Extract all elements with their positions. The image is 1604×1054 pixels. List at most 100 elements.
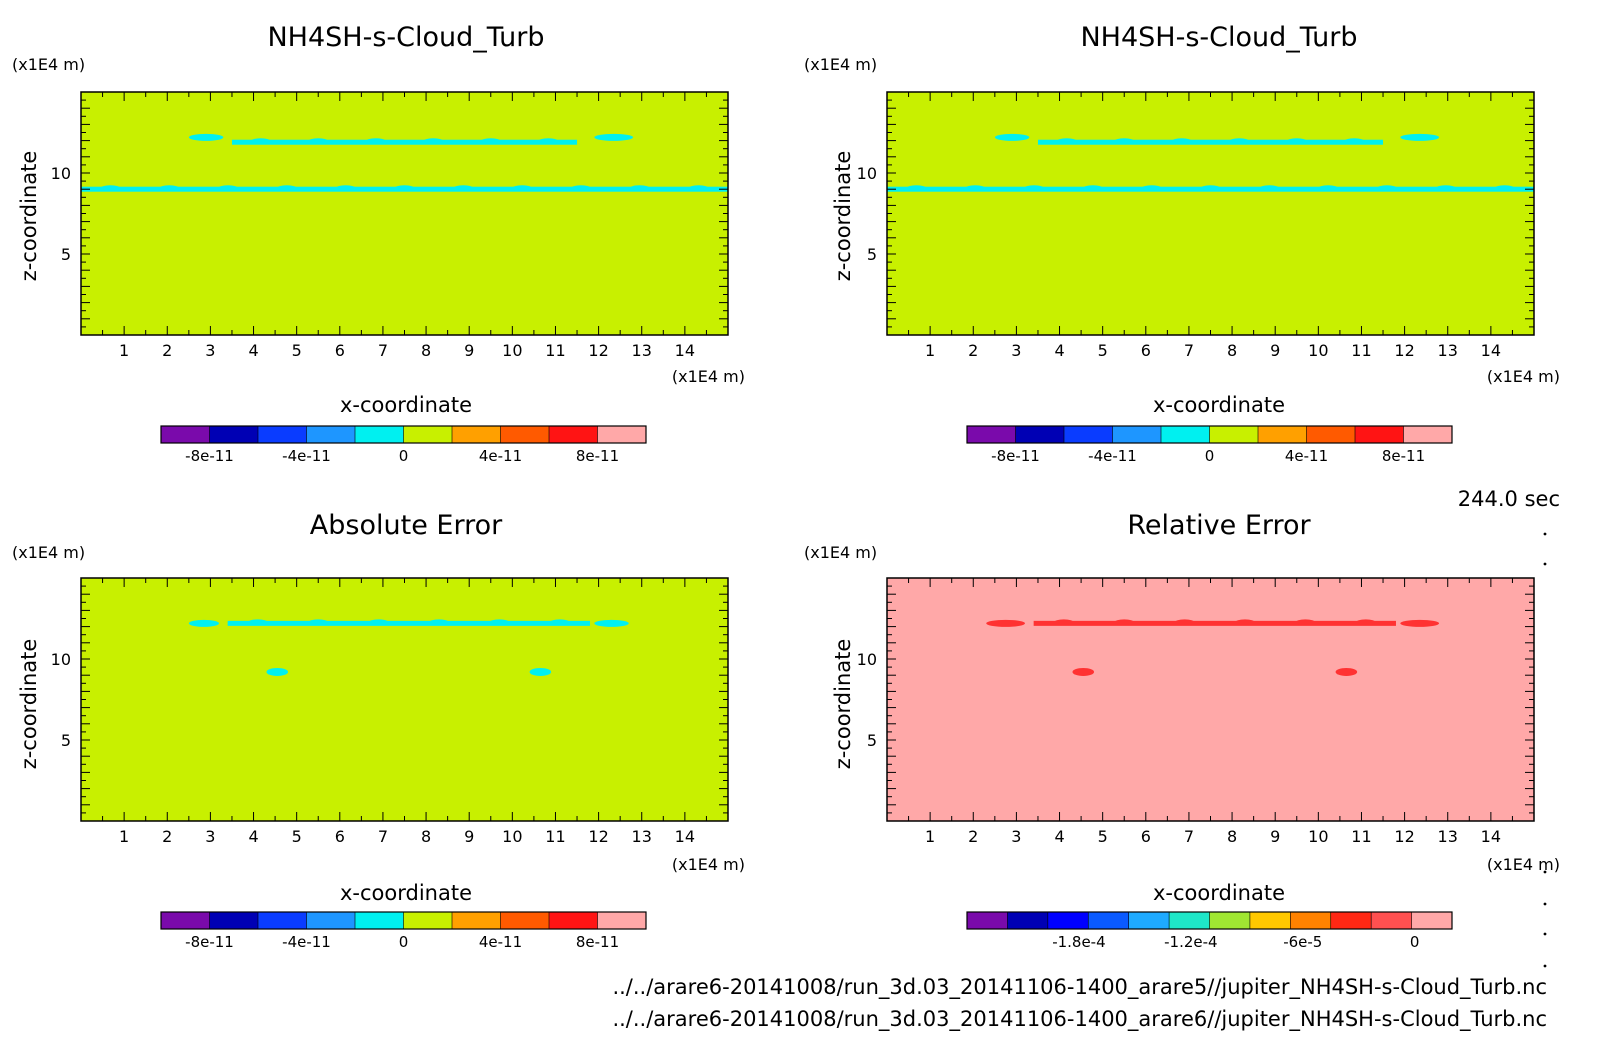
- x-tick-label: 5: [1098, 341, 1108, 360]
- contour-ripple: [423, 138, 444, 145]
- contour-ripple: [335, 185, 356, 192]
- x-tick-label: 11: [545, 827, 565, 846]
- contour-cap: [986, 619, 1026, 627]
- colorbar-tick-label: 8e-11: [576, 447, 619, 465]
- x-tick-label: 6: [1141, 827, 1151, 846]
- colorbar-cell: [1088, 912, 1130, 929]
- panel3-y-label: z-coordinate: [17, 639, 41, 770]
- x-tick-label: 14: [1481, 827, 1501, 846]
- field-background: [887, 92, 1534, 335]
- x-tick-label: 13: [632, 341, 652, 360]
- colorbar-cell: [1112, 426, 1162, 443]
- x-tick-label: 9: [464, 827, 474, 846]
- colorbar-cell: [355, 912, 404, 929]
- colorbar-tick-label: -4e-11: [282, 933, 331, 951]
- contour-ripple: [1171, 138, 1192, 145]
- panel1-x-unit: (x1E4 m): [672, 367, 745, 386]
- colorbar-tick-label: 8e-11: [1382, 447, 1425, 465]
- contour-ripple: [906, 185, 927, 192]
- colorbar-cell: [1306, 426, 1356, 443]
- colorbar-cell: [1371, 912, 1413, 929]
- colorbar-cell: [967, 426, 1016, 443]
- contour-ripple: [538, 138, 559, 145]
- colorbar-cell: [1209, 426, 1259, 443]
- contour-ripple: [1295, 619, 1316, 626]
- contour-band: [231, 139, 578, 145]
- contour-ripple: [247, 619, 268, 626]
- colorbar-cell: [1169, 912, 1210, 929]
- x-tick-label: 8: [1227, 341, 1237, 360]
- colorbar-cell: [500, 426, 550, 443]
- contour-ripple: [159, 185, 180, 192]
- x-tick-label: 3: [205, 827, 215, 846]
- contour-ripple: [394, 185, 415, 192]
- contour-ripple: [570, 185, 591, 192]
- x-tick-label: 12: [1394, 341, 1414, 360]
- x-tick-label: 4: [1054, 827, 1064, 846]
- x-tick-label: 10: [1308, 341, 1328, 360]
- panel4-x-label: x-coordinate: [1153, 881, 1285, 905]
- colorbar-cell: [1064, 426, 1113, 443]
- x-tick-label: 1: [925, 341, 935, 360]
- contour-ripple: [1235, 619, 1256, 626]
- x-tick-label: 3: [205, 341, 215, 360]
- panel4-y-unit: (x1E4 m): [804, 543, 877, 562]
- x-tick-label: 6: [335, 827, 345, 846]
- colorbar-cell: [355, 426, 404, 443]
- x-tick-label: 9: [464, 341, 474, 360]
- colorbar-cell: [1015, 426, 1065, 443]
- colorbar-cell: [403, 912, 453, 929]
- x-tick-label: 13: [1438, 827, 1458, 846]
- x-tick-label: 12: [588, 341, 608, 360]
- x-tick-label: 12: [1394, 827, 1414, 846]
- panel3-colorbar: -8e-11 -4e-11 0 4e-11 8e-11: [160, 911, 647, 951]
- panel4-colorbar: -1.8e-4 -1.2e-4 -6e-5 0: [966, 911, 1453, 951]
- contour-ripple: [480, 138, 501, 145]
- contour-ripple: [629, 185, 650, 192]
- colorbar-cell: [1007, 912, 1049, 929]
- panel1-y-label: z-coordinate: [17, 151, 41, 282]
- panel1-x-label: x-coordinate: [340, 393, 472, 417]
- contour-ripple: [1141, 185, 1162, 192]
- panel3-title: Absolute Error: [310, 510, 503, 541]
- colorbar-cell: [597, 912, 647, 929]
- colorbar-tick-label: -4e-11: [282, 447, 331, 465]
- y-tick-label: 10: [51, 650, 71, 669]
- x-tick-label: 6: [1141, 341, 1151, 360]
- contour-ripple: [1200, 185, 1221, 192]
- contour-blob: [1072, 667, 1095, 676]
- colorbar-cell: [306, 912, 356, 929]
- x-tick-label: 14: [1481, 341, 1501, 360]
- panel1-colorbar: -8e-11 -4e-11 0 4e-11 8e-11: [160, 425, 647, 465]
- contour-cap: [594, 619, 629, 627]
- contour-ripple: [1286, 138, 1307, 145]
- contour-cap: [994, 133, 1030, 141]
- contour-ripple: [1024, 185, 1045, 192]
- panel1-y-unit: (x1E4 m): [12, 55, 85, 74]
- x-tick-label: 7: [378, 341, 388, 360]
- contour-ripple: [308, 138, 329, 145]
- x-tick-label: 2: [162, 341, 172, 360]
- contour-cap: [594, 133, 634, 141]
- colorbar-cell: [1047, 912, 1089, 929]
- x-tick-label: 1: [119, 341, 129, 360]
- x-tick-label: 12: [588, 827, 608, 846]
- colorbar-cell: [1161, 426, 1210, 443]
- x-tick-label: 2: [968, 341, 978, 360]
- colorbar-tick-label: 4e-11: [1285, 447, 1328, 465]
- x-tick-label: 2: [162, 827, 172, 846]
- colorbar-cell: [1330, 912, 1372, 929]
- x-tick-label: 11: [1351, 341, 1371, 360]
- contour-ripple: [549, 619, 570, 626]
- colorbar-tick-label: -6e-5: [1283, 933, 1322, 951]
- x-tick-label: 4: [1054, 341, 1064, 360]
- y-tick-label: 10: [857, 650, 877, 669]
- x-tick-label: 3: [1011, 827, 1021, 846]
- contour-ripple: [429, 619, 450, 626]
- colorbar-cell: [1403, 426, 1453, 443]
- colorbar-cell: [549, 426, 598, 443]
- panel2-y-unit: (x1E4 m): [804, 55, 877, 74]
